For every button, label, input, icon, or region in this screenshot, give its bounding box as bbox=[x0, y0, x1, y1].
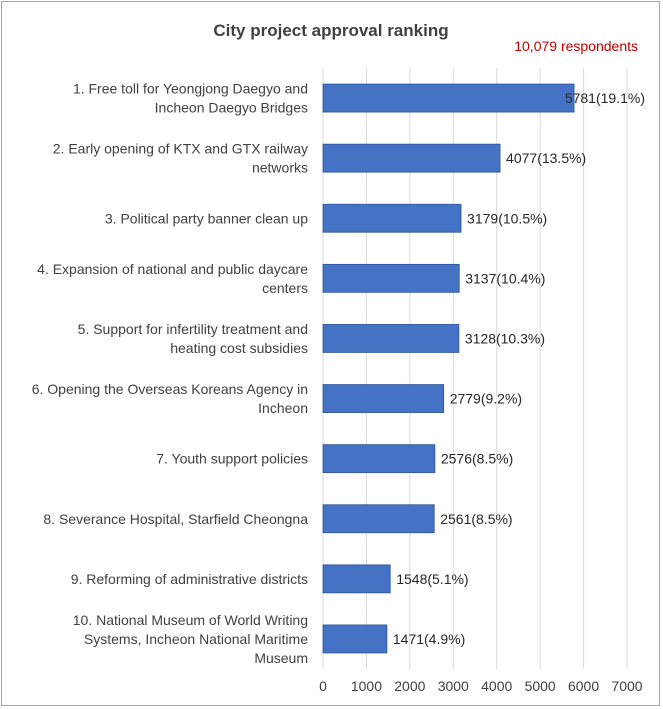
bar bbox=[322, 324, 460, 353]
x-axis-ticks: 0 1000 2000 3000 4000 5000 6000 7000 bbox=[319, 678, 643, 694]
category-label: 2. Early opening of KTX and GTX railway n… bbox=[53, 141, 308, 176]
respondents-note: 10,079 respondents bbox=[514, 38, 638, 54]
bar bbox=[322, 384, 445, 413]
data-label: 1471(4.9%) bbox=[393, 631, 465, 647]
bars bbox=[322, 83, 575, 654]
x-tick-label: 7000 bbox=[611, 678, 642, 694]
bar bbox=[322, 504, 435, 534]
data-label: 2576(8.5%) bbox=[441, 451, 513, 467]
x-tick-label: 3000 bbox=[438, 678, 469, 694]
category-label: 9. Reforming of administrative districts bbox=[71, 571, 308, 587]
x-tick-label: 4000 bbox=[481, 678, 512, 694]
data-label: 5781(19.1%) bbox=[565, 90, 645, 106]
category-label: 1. Free toll for Yeongjong Daegyo and Inc… bbox=[73, 81, 308, 116]
category-label: 5. Support for infertility treatment and… bbox=[78, 321, 308, 356]
x-tick-label: 6000 bbox=[568, 678, 599, 694]
category-label: 8. Severance Hospital, Starfield Cheongn… bbox=[43, 511, 308, 527]
data-label: 2779(9.2%) bbox=[450, 391, 522, 407]
bar bbox=[322, 143, 501, 173]
data-label: 2561(8.5%) bbox=[440, 511, 512, 527]
data-label: 3128(10.3%) bbox=[465, 330, 545, 346]
bar bbox=[322, 444, 436, 474]
category-label: 10. National Museum of World Writing Syst… bbox=[73, 612, 308, 666]
x-tick-label: 1000 bbox=[351, 678, 382, 694]
data-label: 3179(10.5%) bbox=[467, 210, 547, 226]
x-tick-label: 2000 bbox=[394, 678, 425, 694]
category-label: 4. Expansion of national and public dayc… bbox=[37, 261, 308, 296]
data-label: 1548(5.1%) bbox=[396, 571, 468, 587]
category-label: 3. Political party banner clean up bbox=[105, 210, 308, 226]
bar bbox=[322, 624, 388, 654]
category-label: 6. Opening the Overseas Koreans Agency i… bbox=[32, 381, 308, 416]
bar bbox=[322, 83, 575, 113]
data-labels: 5781(19.1%) 4077(13.5%) 3179(10.5%) 3137(10… bbox=[393, 90, 645, 647]
data-label: 4077(13.5%) bbox=[506, 150, 586, 166]
bar bbox=[322, 564, 391, 594]
category-label: 7. Youth support policies bbox=[156, 451, 308, 467]
category-labels: 1. Free toll for Yeongjong Daegyo and Inc… bbox=[32, 81, 308, 666]
data-label: 3137(10.4%) bbox=[465, 270, 545, 286]
x-tick-label: 0 bbox=[319, 678, 327, 694]
chart-title: City project approval ranking bbox=[213, 21, 448, 40]
bar bbox=[322, 203, 462, 233]
bar bbox=[322, 263, 460, 293]
x-tick-label: 5000 bbox=[525, 678, 556, 694]
